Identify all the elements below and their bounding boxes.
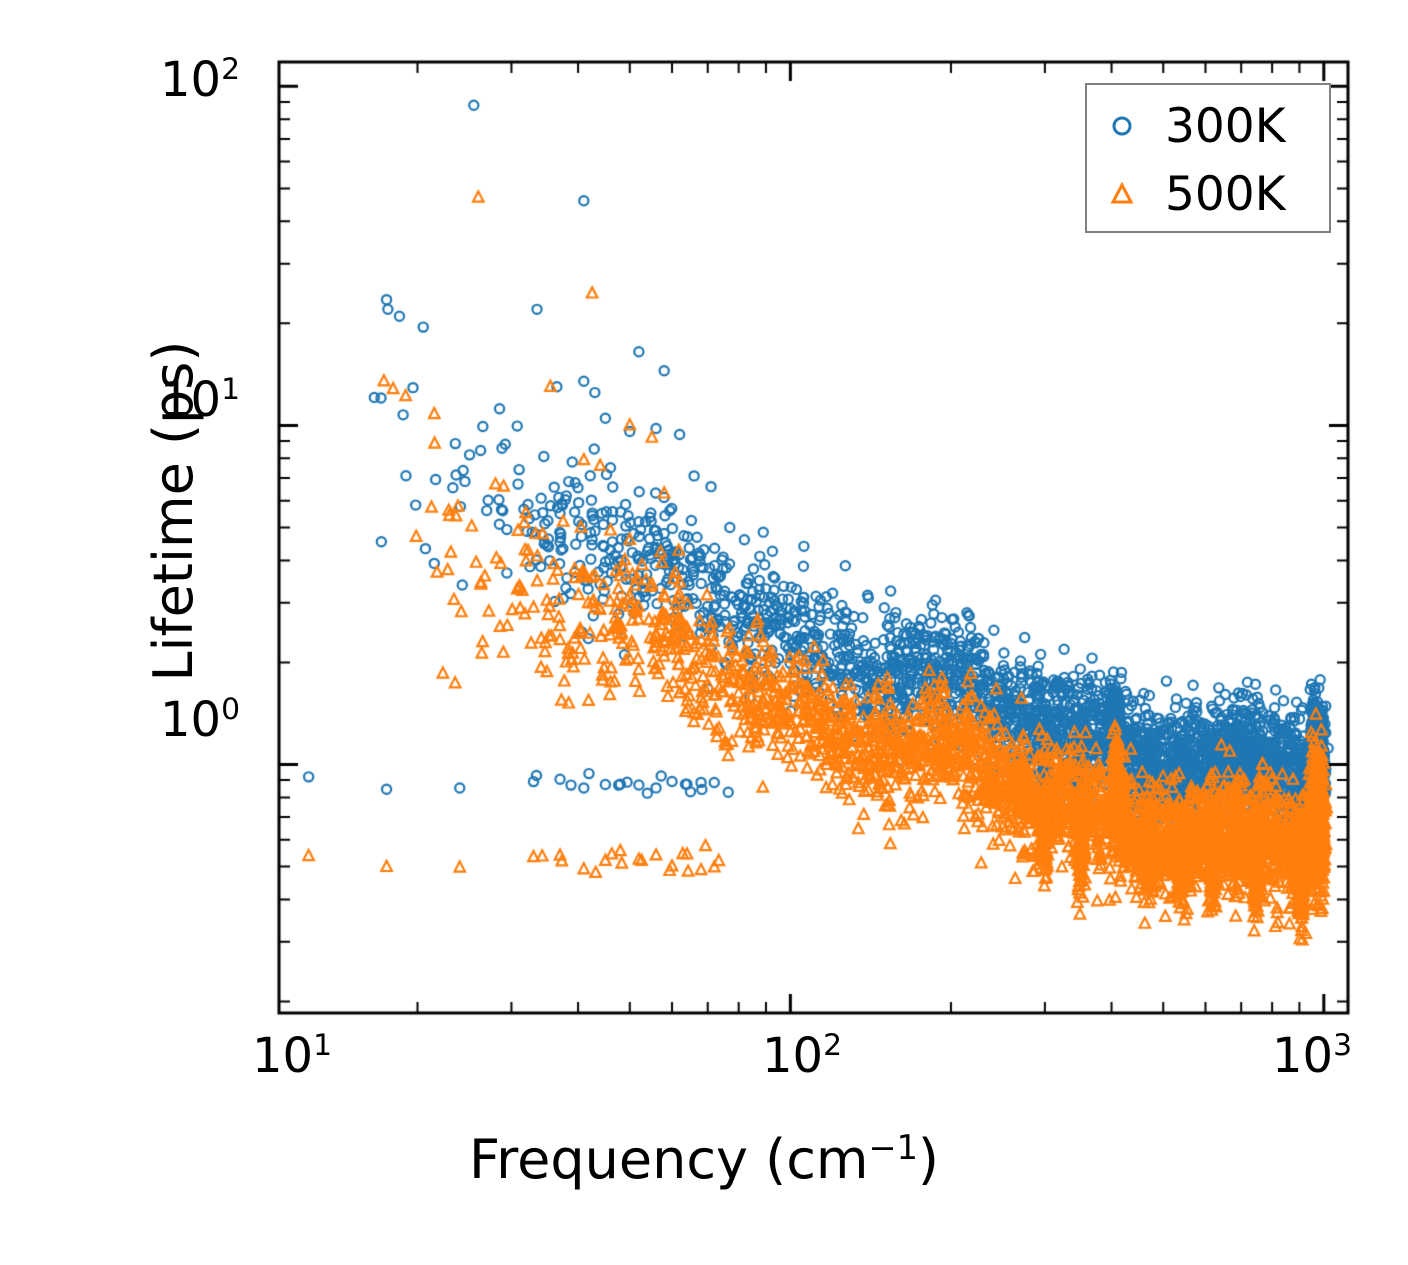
legend-entry-300k: 300K	[1087, 93, 1329, 159]
y-tick-label-10: 101	[160, 372, 241, 428]
legend-label-500k: 500K	[1165, 166, 1286, 222]
legend-label-300k: 300K	[1165, 98, 1286, 154]
y-axis-label-wrapper: Lifetime (ps)	[139, 31, 209, 991]
y-tick-label-100: 102	[160, 52, 241, 108]
legend-entry-500k: 500K	[1087, 161, 1329, 227]
y-axis-label: Lifetime (ps)	[142, 340, 205, 682]
y-tick-label-1: 100	[160, 692, 241, 748]
legend: 300K 500K	[1085, 83, 1331, 233]
x-axis-label: Frequency (cm−1)	[469, 1128, 939, 1191]
x-tick-label-1000: 103	[1272, 1028, 1353, 1084]
x-tick-label-100: 102	[762, 1028, 843, 1084]
x-tick-label-10: 101	[252, 1028, 333, 1084]
circle-open-marker	[1087, 106, 1157, 146]
triangle-open-marker	[1087, 174, 1157, 214]
